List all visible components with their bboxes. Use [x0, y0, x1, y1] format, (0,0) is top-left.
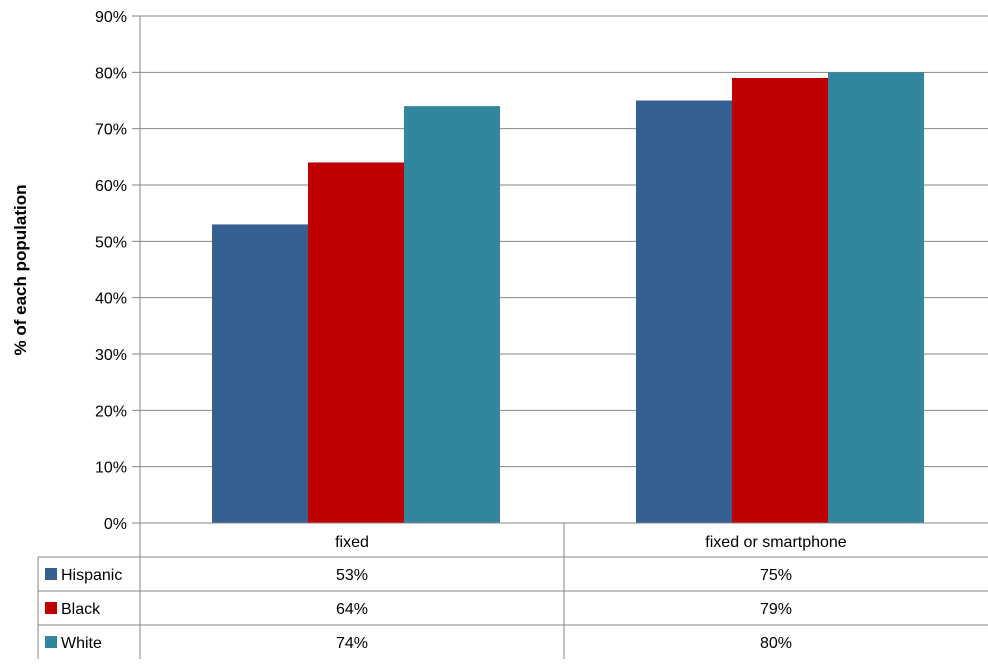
bar-hispanic-1 [636, 100, 732, 523]
bar-black-1 [732, 77, 828, 523]
legend-swatch-black [45, 602, 57, 614]
x-category-label: fixed [335, 534, 369, 551]
y-tick-label: 40% [95, 291, 127, 308]
bar-white-1 [828, 72, 924, 523]
bar-hispanic-0 [212, 224, 308, 523]
y-tick-label: 70% [95, 122, 127, 139]
y-tick-label: 30% [95, 347, 127, 364]
legend-series-name: Hispanic [61, 567, 122, 584]
data-label: 75% [760, 567, 792, 584]
y-tick-label: 20% [95, 403, 127, 420]
legend-swatch-white [45, 636, 57, 648]
y-tick-label: 90% [95, 9, 127, 26]
y-tick-label: 50% [95, 234, 127, 251]
data-label: 64% [336, 601, 368, 618]
y-tick-label: 60% [95, 178, 127, 195]
legend-swatch-hispanic [45, 568, 57, 580]
legend-series-name: Black [61, 601, 101, 618]
data-label: 74% [336, 635, 368, 652]
data-label: 80% [760, 635, 792, 652]
x-category-label: fixed or smartphone [705, 534, 847, 551]
y-tick-label: 10% [95, 460, 127, 477]
data-label: 53% [336, 567, 368, 584]
y-tick-label: 80% [95, 65, 127, 82]
legend-series-name: White [61, 635, 102, 652]
bar-white-0 [404, 106, 500, 523]
bar-black-0 [308, 162, 404, 523]
y-axis-label: % of each population [11, 185, 30, 356]
data-label: 79% [760, 601, 792, 618]
y-tick-label: 0% [104, 516, 127, 533]
